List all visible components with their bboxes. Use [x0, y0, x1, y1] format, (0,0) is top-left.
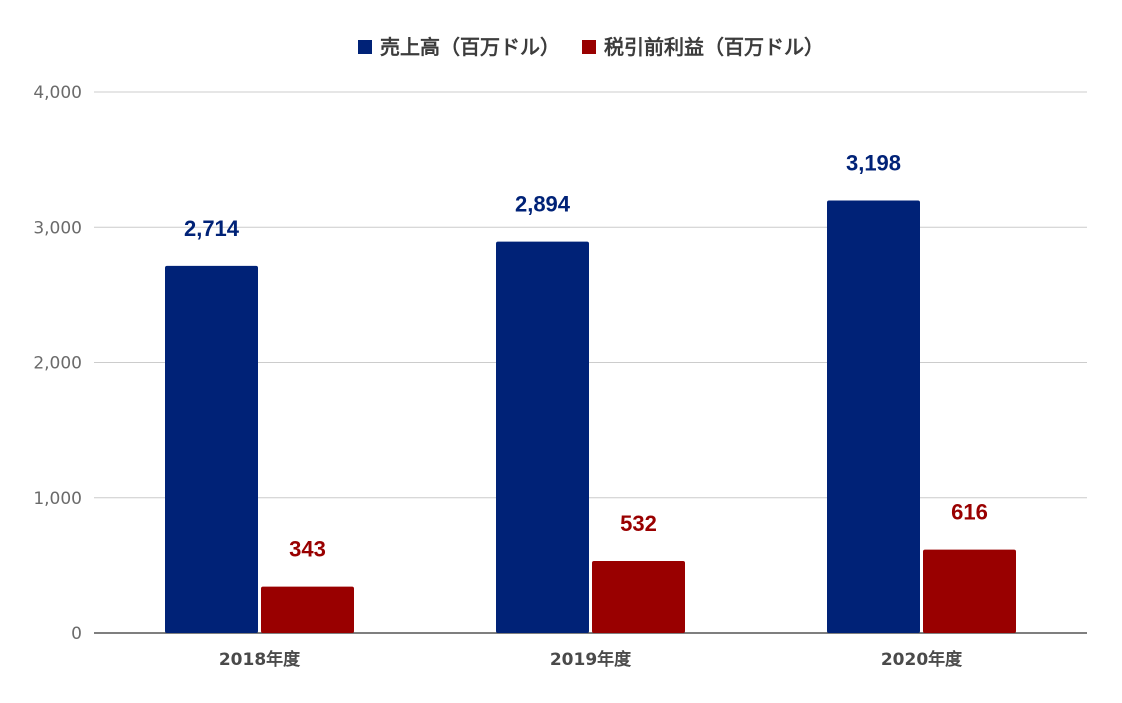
x-tick-label: 2020年度	[881, 649, 963, 670]
revenue-bar	[496, 241, 589, 634]
y-tick-label: 4,000	[33, 83, 82, 103]
y-tick-label: 0	[71, 624, 82, 644]
gridlines	[94, 91, 1087, 634]
x-tick-label: 2019年度	[550, 649, 632, 670]
pretax-profit-bar	[923, 549, 1016, 633]
y-axis-ticks: 0 1,000 2,000 3,000 4,000	[33, 83, 82, 644]
legend-swatch	[358, 40, 372, 54]
y-tick-label: 1,000	[33, 489, 82, 509]
legend-label: 売上高（百万ドル）	[380, 35, 560, 59]
revenue-bar	[827, 200, 920, 633]
x-axis-ticks: 2018年度 2019年度 2020年度	[219, 649, 963, 670]
revenue-bar	[165, 265, 258, 633]
legend-item: 売上高（百万ドル）	[358, 35, 560, 59]
legend-item: 税引前利益（百万ドル）	[582, 35, 824, 59]
x-tick-label: 2018年度	[219, 649, 301, 670]
revenue-data-label: 2,894	[515, 192, 571, 217]
pretax-profit-bar	[592, 561, 685, 633]
legend-swatch	[582, 40, 596, 54]
legend-label: 税引前利益（百万ドル）	[604, 35, 824, 59]
data-labels: 2,714 343 2,894 532 3,198 616	[184, 150, 988, 561]
pretax-profit-data-label: 343	[289, 537, 326, 562]
legend: 売上高（百万ドル） 税引前利益（百万ドル）	[358, 35, 824, 59]
pretax-profit-data-label: 616	[951, 500, 988, 525]
revenue-data-label: 2,714	[184, 216, 240, 241]
bars	[165, 200, 1016, 634]
y-tick-label: 3,000	[33, 218, 82, 238]
pretax-profit-data-label: 532	[620, 511, 657, 536]
pretax-profit-bar	[261, 586, 354, 633]
revenue-data-label: 3,198	[846, 150, 901, 175]
y-tick-label: 2,000	[33, 354, 82, 374]
